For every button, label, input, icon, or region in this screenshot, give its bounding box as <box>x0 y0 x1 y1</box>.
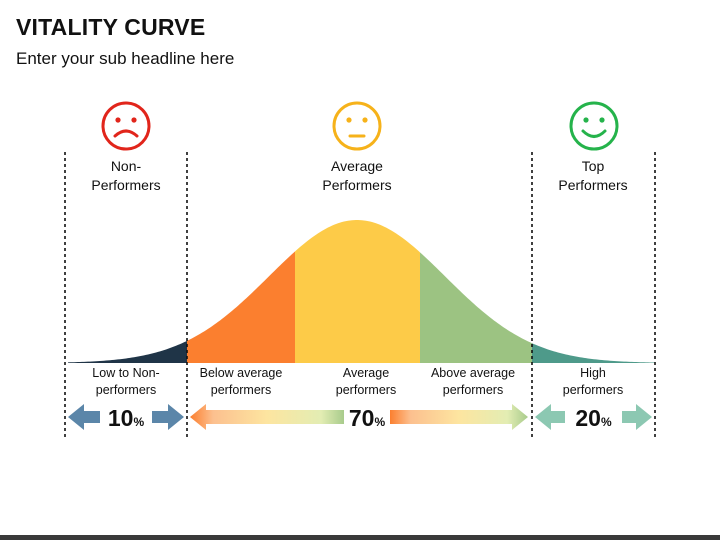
segment-label-below-average: Below average performers <box>199 366 283 397</box>
happy-face-icon <box>569 101 619 151</box>
double-arrow-non <box>68 404 184 430</box>
curve-region-high <box>532 220 655 363</box>
neutral-face-icon <box>332 101 382 151</box>
percentage-unit: % <box>374 415 386 429</box>
segment-label-low: Low to Non- performers <box>92 366 160 397</box>
group-label-top-performers: Top Performers <box>558 158 628 193</box>
curve-region-above <box>420 220 532 363</box>
segment-label-average: Average performers <box>335 366 397 397</box>
percentage-unit: % <box>600 415 612 429</box>
group-label-non-performers: Non- Performers <box>91 158 161 193</box>
page-subtitle: Enter your sub headline here <box>16 49 235 68</box>
sad-face-icon <box>101 101 151 151</box>
percentage-value: 70 <box>348 405 375 431</box>
double-arrow-average <box>190 404 528 430</box>
segment-label-high: High performers <box>562 366 624 397</box>
percentage-unit: % <box>133 415 145 429</box>
bell-curve <box>68 220 655 363</box>
percentage-top-performers: 20% <box>565 405 622 435</box>
curve-region-below <box>187 220 295 363</box>
double-arrow-top <box>535 404 652 430</box>
group-label-average-performers: Average Performers <box>322 158 392 193</box>
page-title: VITALITY CURVE <box>16 14 206 40</box>
segment-label-above-average: Above average performers <box>430 366 516 397</box>
percentage-non-performers: 10% <box>100 405 152 435</box>
percentage-average-performers: 70% <box>343 405 391 435</box>
percentage-value: 10 <box>107 405 134 431</box>
curve-region-average <box>295 220 420 363</box>
percentage-value: 20 <box>575 405 601 431</box>
footer-bar <box>0 535 720 540</box>
curve-region-low <box>68 220 187 363</box>
